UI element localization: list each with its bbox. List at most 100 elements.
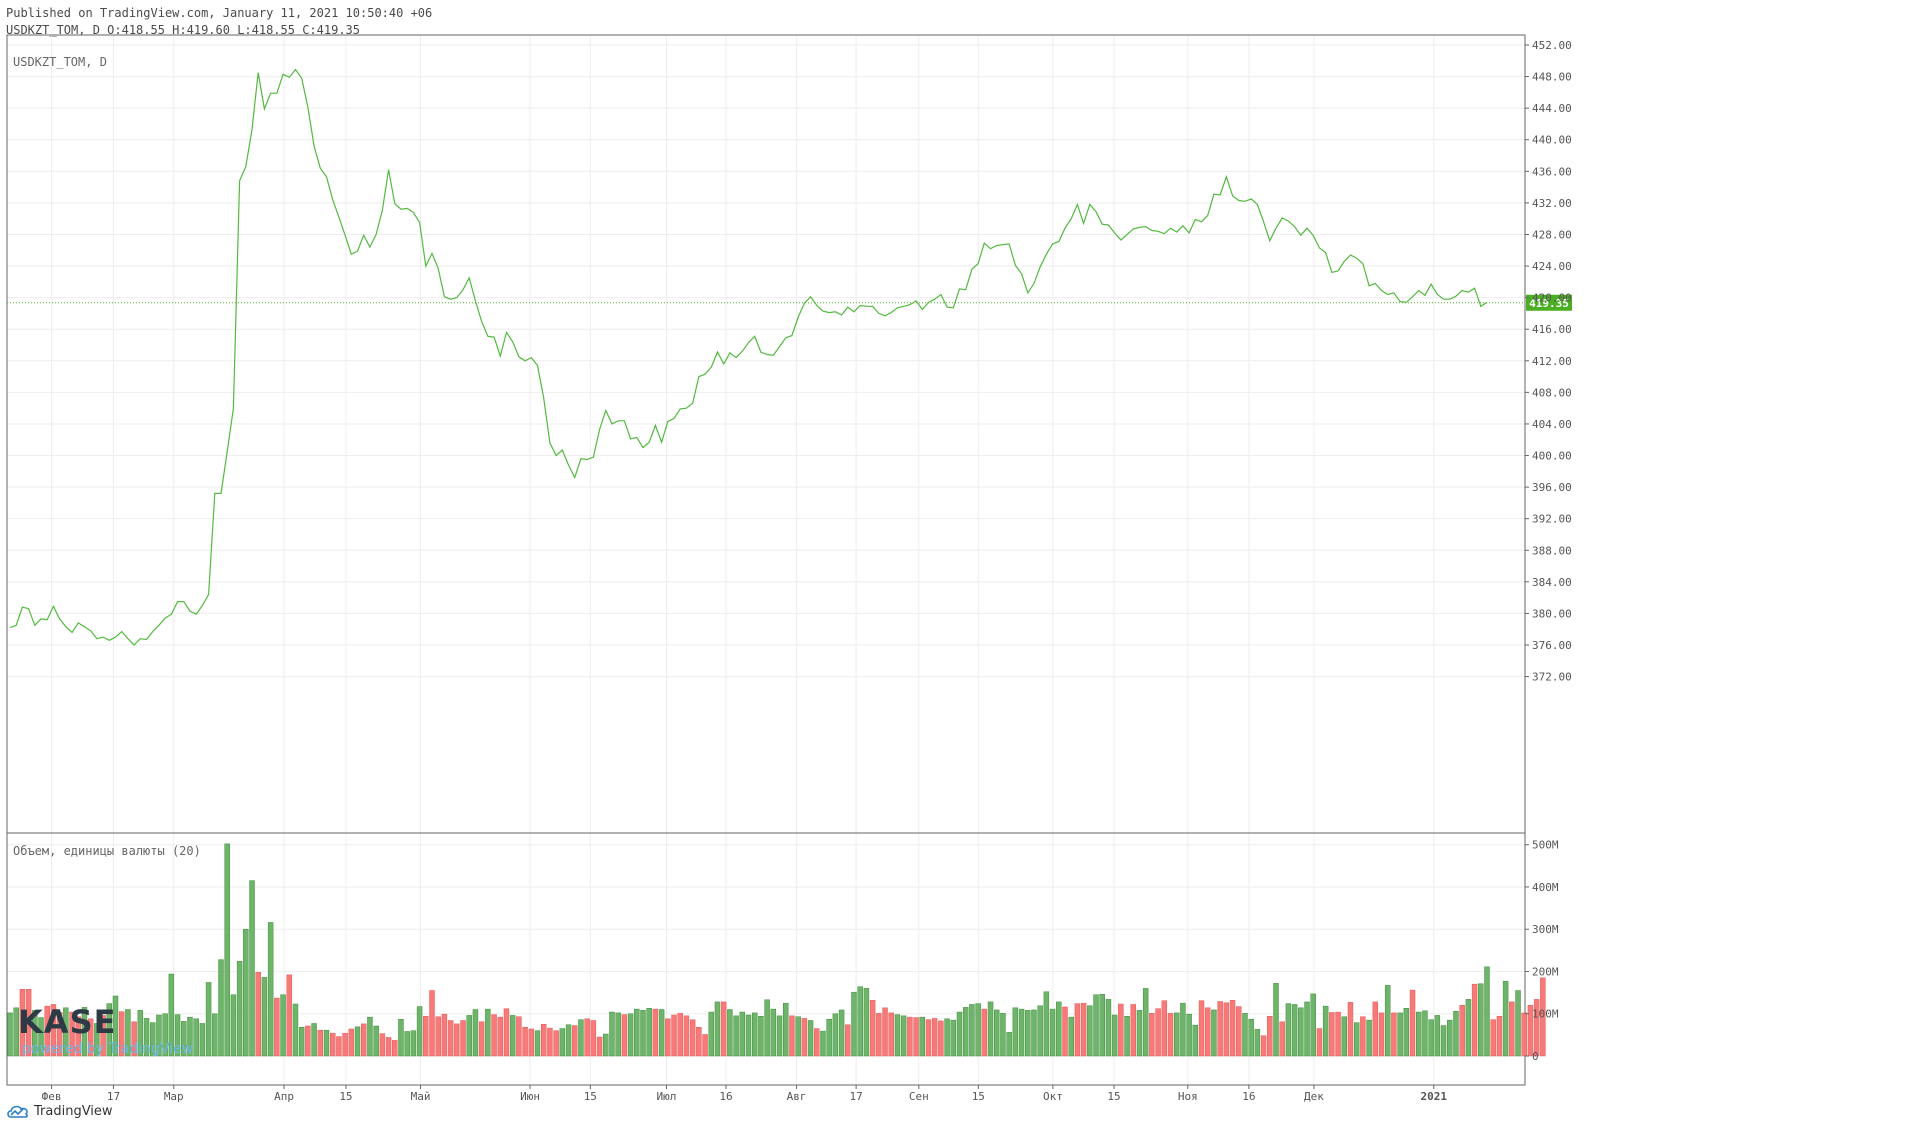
volume-bar[interactable] — [1000, 1013, 1006, 1057]
volume-bar[interactable] — [1366, 1019, 1372, 1057]
volume-bar[interactable] — [708, 1011, 714, 1057]
volume-bar[interactable] — [851, 991, 857, 1057]
volume-bar[interactable] — [677, 1013, 683, 1057]
volume-bar[interactable] — [727, 1009, 733, 1057]
volume-bar[interactable] — [857, 986, 863, 1057]
volume-bar[interactable] — [770, 1008, 777, 1057]
volume-bar[interactable] — [460, 1020, 466, 1057]
volume-bar[interactable] — [683, 1015, 690, 1057]
volume-bar[interactable] — [1372, 1001, 1379, 1057]
volume-bar[interactable] — [1527, 1005, 1534, 1057]
volume-bar[interactable] — [1279, 1021, 1285, 1057]
volume-bar[interactable] — [584, 1018, 590, 1057]
volume-bar[interactable] — [969, 1004, 975, 1057]
volume-bar[interactable] — [205, 982, 212, 1057]
volume-bar[interactable] — [1068, 1016, 1074, 1057]
volume-bar[interactable] — [925, 1019, 932, 1057]
volume-bar[interactable] — [187, 1016, 193, 1057]
volume-bar[interactable] — [907, 1016, 913, 1057]
volume-bar[interactable] — [820, 1030, 826, 1057]
volume-bar[interactable] — [876, 1013, 882, 1057]
volume-bar[interactable] — [1347, 1002, 1354, 1057]
volume-bar[interactable] — [1087, 1005, 1093, 1057]
volume-bar[interactable] — [249, 880, 255, 1057]
volume-bar[interactable] — [627, 1013, 634, 1057]
volume-bar[interactable] — [572, 1025, 578, 1057]
volume-bar[interactable] — [1409, 989, 1416, 1057]
volume-bar[interactable] — [38, 1017, 44, 1057]
volume-bar[interactable] — [367, 1016, 373, 1057]
volume-bar[interactable] — [528, 1028, 535, 1057]
volume-bar[interactable] — [274, 997, 280, 1057]
volume-bar[interactable] — [603, 1033, 609, 1057]
volume-bar[interactable] — [1322, 1005, 1329, 1057]
volume-bar[interactable] — [1062, 1006, 1068, 1057]
volume-bar[interactable] — [174, 1014, 181, 1057]
volume-bar[interactable] — [410, 1030, 417, 1057]
volume-bar[interactable] — [1384, 985, 1391, 1057]
volume-bar[interactable] — [1099, 994, 1105, 1057]
volume-bar[interactable] — [845, 1024, 851, 1057]
volume-bar[interactable] — [1093, 994, 1099, 1057]
volume-bar[interactable] — [485, 1008, 491, 1057]
volume-bar[interactable] — [1037, 1005, 1043, 1057]
volume-bar[interactable] — [826, 1018, 832, 1057]
volume-bar[interactable] — [640, 1010, 646, 1057]
volume-bar[interactable] — [156, 1014, 162, 1057]
volume-bar[interactable] — [280, 994, 286, 1057]
volume-bar[interactable] — [702, 1034, 708, 1057]
volume-bar[interactable] — [1012, 1007, 1019, 1057]
volume-bar[interactable] — [1428, 1019, 1434, 1057]
volume-bar[interactable] — [1161, 1000, 1168, 1057]
volume-bar[interactable] — [689, 1019, 696, 1057]
volume-bar[interactable] — [1124, 1016, 1130, 1057]
volume-bar[interactable] — [882, 1007, 888, 1057]
volume-bar[interactable] — [720, 1001, 727, 1057]
volume-bar[interactable] — [975, 1003, 981, 1057]
volume-bar[interactable] — [522, 1027, 528, 1057]
volume-bar[interactable] — [1180, 1002, 1186, 1057]
volume-bar[interactable] — [540, 1024, 547, 1057]
volume-bar[interactable] — [1149, 1013, 1155, 1057]
volume-bar[interactable] — [1254, 1029, 1261, 1057]
volume-bar[interactable] — [696, 1027, 702, 1057]
volume-bar[interactable] — [944, 1018, 950, 1057]
volume-bar[interactable] — [1434, 1015, 1441, 1057]
volume-bar[interactable] — [838, 1009, 845, 1057]
volume-bar[interactable] — [385, 1037, 392, 1057]
volume-bar[interactable] — [1515, 990, 1521, 1057]
volume-bar[interactable] — [429, 990, 435, 1057]
volume-bar[interactable] — [621, 1014, 628, 1057]
volume-bar[interactable] — [404, 1031, 410, 1057]
volume-bar[interactable] — [652, 1008, 659, 1057]
volume-bar[interactable] — [807, 1020, 814, 1057]
volume-bar[interactable] — [1049, 1008, 1056, 1057]
volume-bar[interactable] — [1360, 1016, 1366, 1057]
volume-bar[interactable] — [181, 1021, 187, 1057]
volume-bar[interactable] — [255, 972, 261, 1057]
volume-bar[interactable] — [1217, 1001, 1223, 1057]
volume-bar[interactable] — [938, 1020, 944, 1057]
volume-bar[interactable] — [416, 1006, 423, 1057]
volume-bar[interactable] — [1478, 983, 1484, 1057]
volume-bar[interactable] — [547, 1027, 553, 1057]
volume-bar[interactable] — [745, 1014, 752, 1057]
volume-bar[interactable] — [869, 999, 876, 1057]
volume-bar[interactable] — [1447, 1019, 1453, 1057]
volume-bar[interactable] — [1136, 1010, 1143, 1057]
volume-bar[interactable] — [1043, 991, 1050, 1057]
volume-bar[interactable] — [534, 1030, 541, 1057]
volume-bar[interactable] — [112, 995, 119, 1057]
volume-bar[interactable] — [236, 961, 243, 1057]
volume-bar[interactable] — [931, 1018, 938, 1057]
volume-bar[interactable] — [261, 977, 268, 1057]
volume-bar[interactable] — [1341, 1016, 1347, 1057]
volume-bar[interactable] — [1496, 1016, 1503, 1057]
volume-bar[interactable] — [441, 1013, 448, 1057]
volume-bar[interactable] — [1167, 1013, 1174, 1057]
volume-bar[interactable] — [224, 843, 230, 1057]
tradingview-footer[interactable]: TradingView — [6, 1102, 113, 1120]
volume-bar[interactable] — [472, 1009, 479, 1057]
volume-bar[interactable] — [776, 1015, 783, 1057]
price-series-line[interactable] — [9, 68, 1488, 646]
